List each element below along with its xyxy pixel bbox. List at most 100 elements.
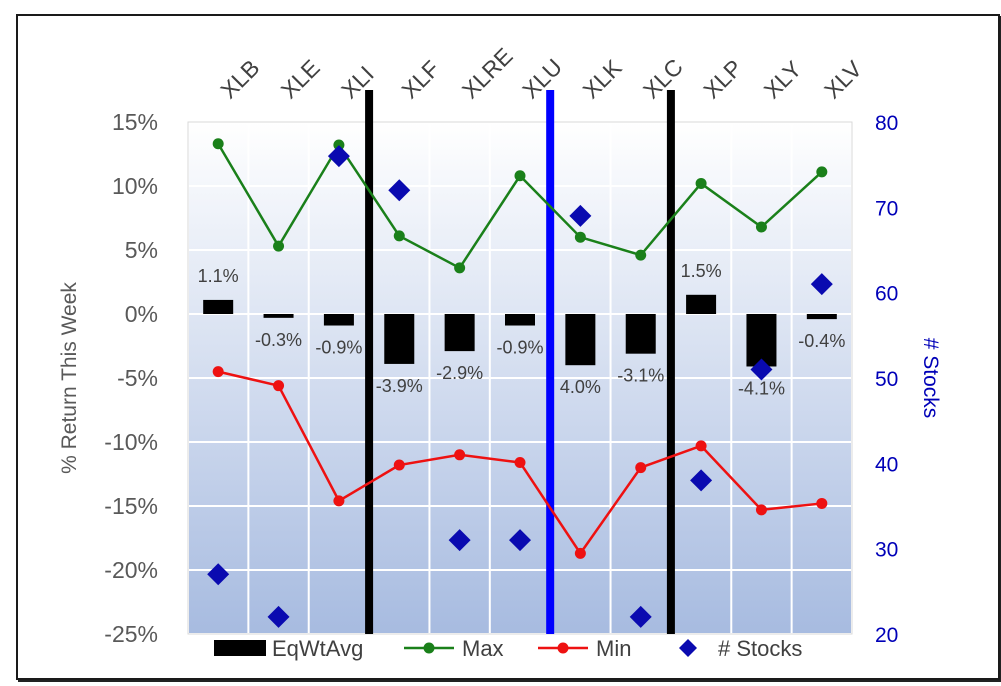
- max-point-xlb: [212, 138, 224, 150]
- min-point-xlu: [514, 456, 526, 468]
- min-point-xlv: [816, 497, 828, 509]
- data-label-xly: -4.1%: [738, 378, 785, 398]
- data-label-xlb: 1.1%: [198, 266, 239, 286]
- max-point-xly: [755, 221, 767, 233]
- data-label-xli: -0.9%: [315, 338, 362, 358]
- data-label-xlf: -3.9%: [376, 376, 423, 396]
- legend-label-min: Min: [596, 636, 631, 661]
- category-label-xlu: XLU: [517, 54, 567, 104]
- left-tick-label: -20%: [104, 557, 158, 583]
- left-tick-label: -5%: [117, 365, 158, 391]
- right-axis-ticks: 80 70 60 50 40 30 20: [875, 112, 898, 647]
- left-tick-label: -15%: [104, 493, 158, 519]
- data-label-xlre: -2.9%: [436, 363, 483, 383]
- stocks-point-xle: [267, 605, 290, 628]
- stocks-point-xlk: [569, 204, 592, 227]
- eqwtavg-bars: [203, 294, 837, 367]
- bar-xlp: [686, 294, 717, 314]
- max-point-xlk: [574, 231, 586, 243]
- data-label-xlp: 1.5%: [681, 261, 722, 281]
- data-label-xlk: 4.0%: [560, 377, 601, 397]
- series-points: [207, 138, 833, 628]
- stocks-point-xli: [327, 145, 350, 168]
- right-tick-label: 80: [875, 112, 898, 135]
- bar-xlf: [384, 314, 415, 364]
- legend-marker--stocks: [679, 639, 697, 657]
- bar-xlu: [505, 314, 535, 326]
- left-axis-label: % Return This Week: [58, 282, 81, 474]
- category-label-xlf: XLF: [396, 55, 444, 103]
- stocks-point-xlv: [810, 273, 833, 296]
- left-axis-ticks: 15% 10% 5% 0% -5% -10% -15% -20% -25%: [104, 109, 158, 647]
- stocks-point-xlc: [629, 605, 652, 628]
- category-label-xlc: XLC: [638, 54, 688, 104]
- data-label-xlc: -3.1%: [617, 366, 664, 386]
- min-point-xlb: [212, 366, 224, 378]
- max-point-xlre: [454, 262, 466, 274]
- bar-xli: [323, 314, 354, 326]
- category-label-xle: XLE: [276, 54, 325, 103]
- min-point-xlc: [635, 462, 647, 474]
- stocks-point-xlp: [690, 469, 713, 492]
- legend-marker-max: [423, 642, 435, 654]
- left-tick-label: 15%: [112, 109, 158, 135]
- category-labels: XLB XLE XLI XLF XLRE XLU XLK XLC XLP XLY XLV: [215, 43, 867, 104]
- eqwtavg-data-labels: 1.1% -0.3% -0.9% -3.9% -2.9% -0.9% 4.0% -3.1% 1.…: [198, 261, 846, 399]
- right-tick-label: 60: [875, 283, 898, 306]
- right-tick-label: 70: [875, 197, 898, 220]
- right-tick-label: 40: [875, 453, 898, 476]
- min-point-xly: [755, 504, 767, 516]
- left-tick-label: 0%: [125, 301, 158, 327]
- legend: EqWtAvg Max Min # Stocks: [214, 636, 802, 661]
- max-point-xlp: [695, 177, 707, 189]
- min-point-xlf: [393, 459, 405, 471]
- left-tick-label: -10%: [104, 429, 158, 455]
- max-point-xlv: [816, 166, 828, 178]
- left-tick-label: 5%: [125, 237, 158, 263]
- stocks-point-xlu: [509, 529, 531, 552]
- data-label-xle: -0.3%: [255, 330, 302, 350]
- category-label-xlre: XLRE: [457, 43, 518, 104]
- data-label-xlu: -0.9%: [496, 338, 543, 358]
- sector-separators: [365, 90, 675, 634]
- legend-swatch-eqwtavg: [214, 640, 266, 656]
- legend-label-max: Max: [462, 636, 504, 661]
- left-tick-label: 10%: [112, 173, 158, 199]
- bar-xle: [263, 314, 294, 318]
- stocks-point-xlre: [448, 529, 471, 552]
- category-label-xlb: XLB: [215, 54, 264, 103]
- plot-border: [187, 121, 853, 635]
- stocks-point-xly: [750, 358, 773, 381]
- bar-xlc: [625, 314, 656, 354]
- legend-label-eqwtavg: EqWtAvg: [272, 636, 363, 661]
- right-tick-label: 50: [875, 368, 898, 391]
- min-point-xlp: [695, 440, 707, 452]
- right-axis-label: # Stocks: [919, 338, 942, 419]
- max-point-xlu: [514, 170, 526, 182]
- min-point-xlre: [454, 449, 466, 461]
- min-point-xle: [273, 380, 285, 392]
- category-label-xly: XLY: [759, 56, 807, 104]
- max-point-xlf: [393, 230, 405, 242]
- legend-label--stocks: # Stocks: [718, 636, 802, 661]
- bar-xlre: [444, 314, 475, 352]
- bar-xlv: [806, 314, 837, 320]
- right-tick-label: 20: [875, 624, 898, 647]
- category-label-xlv: XLV: [819, 55, 867, 103]
- min-point-xli: [333, 495, 345, 507]
- category-label-xlp: XLP: [698, 54, 747, 103]
- category-label-xlk: XLK: [578, 54, 628, 104]
- max-point-xle: [273, 240, 285, 252]
- max-point-xlc: [635, 249, 647, 261]
- left-tick-label: -25%: [104, 621, 158, 647]
- right-tick-label: 30: [875, 539, 898, 562]
- bar-xlk: [565, 314, 596, 366]
- legend-marker-min: [557, 642, 569, 654]
- data-label-xlv: -0.4%: [798, 331, 845, 351]
- stocks-point-xlb: [207, 563, 230, 586]
- stocks-point-xlf: [388, 179, 411, 202]
- bar-xly: [746, 314, 777, 367]
- min-point-xlk: [574, 547, 586, 559]
- max-point-xli: [333, 139, 345, 151]
